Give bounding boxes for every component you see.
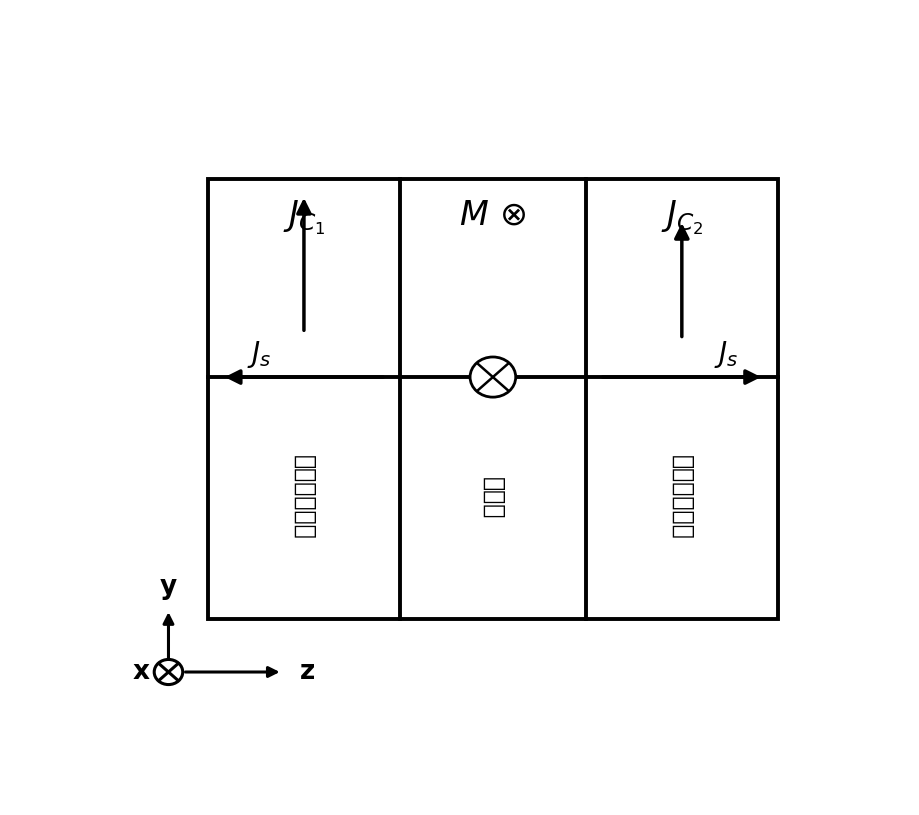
Circle shape [154, 659, 183, 685]
Text: $M$ $\otimes$: $M$ $\otimes$ [459, 198, 526, 231]
Bar [208, 179, 777, 619]
Text: $\mathit{J}_s$: $\mathit{J}_s$ [246, 338, 271, 369]
Text: $\mathit{J}_{C_2}$: $\mathit{J}_{C_2}$ [660, 198, 702, 237]
Text: y: y [160, 574, 176, 600]
Text: z: z [300, 659, 315, 685]
Text: $\mathit{J}_{C_1}$: $\mathit{J}_{C_1}$ [282, 198, 324, 237]
Text: x: x [132, 659, 150, 685]
Circle shape [470, 357, 516, 397]
Text: 磁性层: 磁性层 [481, 477, 505, 519]
Text: 拓扑绝缘体层: 拓扑绝缘体层 [669, 456, 693, 540]
Text: $\mathit{J}_s$: $\mathit{J}_s$ [714, 338, 738, 369]
Text: 半导体磁性层: 半导体磁性层 [291, 456, 315, 540]
